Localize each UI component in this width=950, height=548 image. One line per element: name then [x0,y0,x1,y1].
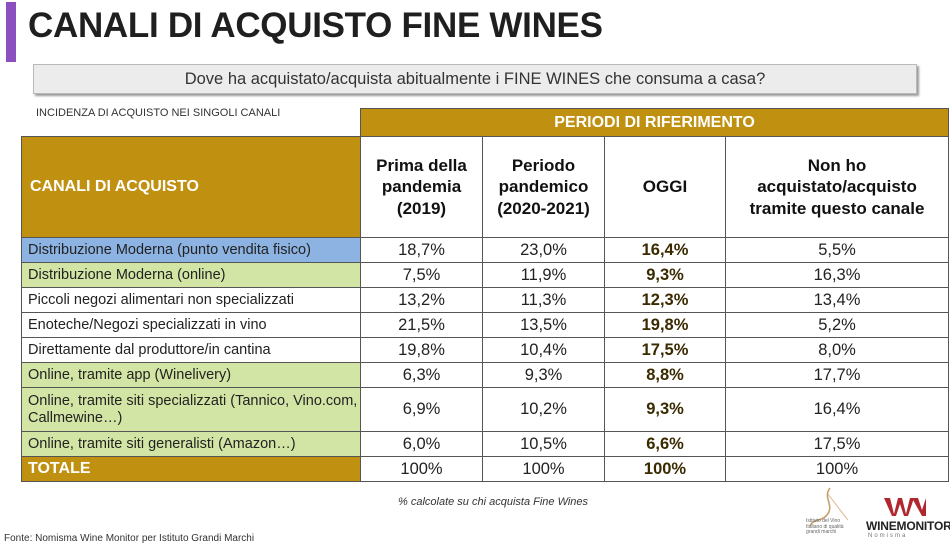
wine-monitor-subtext: Nomisma [868,533,908,539]
cell-not-purchased: 13,4% [724,287,950,313]
periods-header: PERIODI DI RIFERIMENTO [359,108,950,137]
row-label: Online, tramite siti generalisti (Amazon… [21,431,361,457]
cell-pre-pandemic: 6,0% [360,431,483,457]
istituto-grandi-marchi-logo [809,487,849,527]
incidence-label: INCIDENZA DI ACQUISTO NEI SINGOLI CANALI [36,107,281,119]
channels-table: PERIODI DI RIFERIMENTO CANALI DI ACQUIST… [21,108,950,482]
cell-pandemic: 10,4% [482,337,605,363]
cell-not-purchased: 17,7% [724,362,950,388]
table-row: Direttamente dal produttore/in cantina 19… [21,337,950,363]
channels-header: CANALI DI ACQUISTO [21,136,361,238]
blank-corner [22,109,361,137]
footnote: % calcolate su chi acquista Fine Wines [398,496,589,508]
total-row: TOTALE 100% 100% 100% 100% [21,456,950,482]
total-value-pre-pandemic: 100% [360,456,483,482]
cell-pandemic: 11,3% [482,287,605,313]
total-label: TOTALE [21,456,361,482]
cell-pre-pandemic: 7,5% [360,262,483,288]
column-header-today: OGGI [604,136,726,238]
cell-pre-pandemic: 6,9% [360,387,483,432]
cell-not-purchased: 5,5% [724,237,950,263]
cell-not-purchased: 5,2% [724,312,950,338]
column-header-not-purchased: Non ho acquistato/acquisto tramite quest… [724,136,950,238]
table-row: Online, tramite siti specializzati (Tann… [21,387,950,432]
total-value-today: 100% [604,456,726,482]
survey-question: Dove ha acquistato/acquista abitualmente… [33,64,917,94]
row-label: Distribuzione Moderna (online) [21,262,361,288]
cell-pandemic: 13,5% [482,312,605,338]
table-row: Online, tramite app (Winelivery) 6,3% 9,3%… [21,362,950,388]
wine-monitor-logo: WINEMONITOR Nomisma [866,496,950,544]
istituto-grandi-marchi-text: Istituto del Vino Italiano di qualità gr… [806,518,844,535]
table-row: Distribuzione Moderna (punto vendita fis… [21,237,950,263]
title-accent-bar [6,2,16,62]
cell-pandemic: 23,0% [482,237,605,263]
cell-not-purchased: 16,3% [724,262,950,288]
cell-today: 6,6% [604,431,726,457]
cell-pre-pandemic: 13,2% [360,287,483,313]
cell-not-purchased: 8,0% [724,337,950,363]
table-row: Enoteche/Negozi specializzati in vino 21,… [21,312,950,338]
column-header-row: CANALI DI ACQUISTO Prima della pandemia … [21,136,950,238]
table-row: Piccoli negozi alimentari non specializz… [21,287,950,313]
cell-pandemic: 9,3% [482,362,605,388]
cell-pandemic: 10,2% [482,387,605,432]
page-title: CANALI DI ACQUISTO FINE WINES [28,6,603,45]
cell-today: 12,3% [604,287,726,313]
column-header-pre-pandemic: Prima della pandemia (2019) [360,136,483,238]
row-label: Piccoli negozi alimentari non specializz… [21,287,361,313]
cell-today: 16,4% [604,237,726,263]
row-label: Direttamente dal produttore/in cantina [21,337,361,363]
cell-pandemic: 11,9% [482,262,605,288]
row-label: Enoteche/Negozi specializzati in vino [21,312,361,338]
source-note: Fonte: Nomisma Wine Monitor per Istituto… [4,533,255,544]
row-label: Online, tramite siti specializzati (Tann… [21,387,361,432]
row-label: Online, tramite app (Winelivery) [21,362,361,388]
cell-today: 9,3% [604,387,726,432]
total-value-pandemic: 100% [482,456,605,482]
cell-today: 9,3% [604,262,726,288]
cell-pre-pandemic: 21,5% [360,312,483,338]
cell-not-purchased: 16,4% [724,387,950,432]
total-value-not-purchased: 100% [724,456,950,482]
cell-today: 8,8% [604,362,726,388]
cell-today: 19,8% [604,312,726,338]
wine-monitor-mark-icon [884,498,926,516]
cell-pre-pandemic: 18,7% [360,237,483,263]
column-header-pandemic: Periodo pandemico (2020-2021) [482,136,605,238]
table-row: Online, tramite siti generalisti (Amazon… [21,431,950,457]
row-label: Distribuzione Moderna (punto vendita fis… [21,237,361,263]
table-body: Distribuzione Moderna (punto vendita fis… [21,237,950,457]
cell-today: 17,5% [604,337,726,363]
cell-pandemic: 10,5% [482,431,605,457]
survey-question-text: Dove ha acquistato/acquista abitualmente… [184,69,766,88]
table-row: Distribuzione Moderna (online) 7,5% 11,9% 9… [21,262,950,288]
cell-not-purchased: 17,5% [724,431,950,457]
periods-header-row: PERIODI DI RIFERIMENTO [22,108,950,137]
cell-pre-pandemic: 19,8% [360,337,483,363]
cell-pre-pandemic: 6,3% [360,362,483,388]
wine-monitor-text: WINEMONITOR [866,519,950,533]
